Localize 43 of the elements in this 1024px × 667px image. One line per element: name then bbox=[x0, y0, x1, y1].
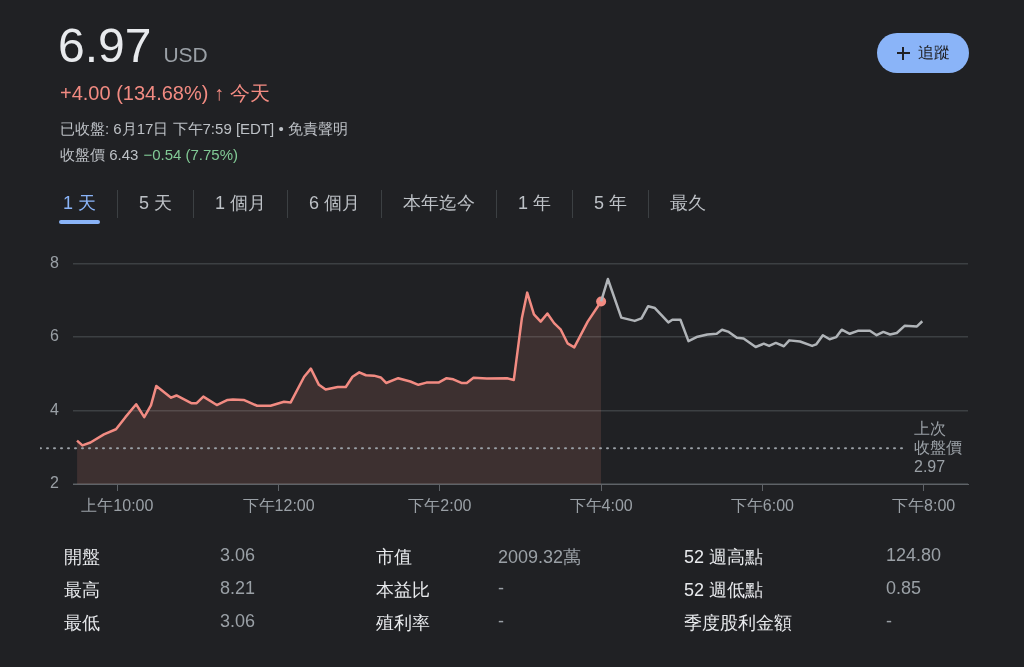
text: 市值 bbox=[376, 546, 412, 569]
chart-subtitle: +4.00 (134.68%) ↑ 今天 bbox=[60, 81, 270, 106]
y-tick-label: 8 bbox=[50, 254, 60, 272]
y-tick-label: 2 bbox=[50, 474, 60, 492]
text: 季度股利金額 bbox=[684, 612, 792, 635]
text: −0.54 (7.75%) bbox=[143, 146, 239, 163]
y-tick-label: 4 bbox=[50, 400, 60, 418]
text: 最久 bbox=[648, 190, 728, 218]
x-tick-label: 下午12:00 bbox=[242, 497, 315, 515]
text: 124.80 bbox=[886, 545, 942, 566]
ref-line-label: 上次收盤價2.97 bbox=[914, 419, 962, 475]
text: - bbox=[498, 578, 504, 599]
text: 殖利率 bbox=[376, 612, 430, 635]
text: 6 個月 bbox=[287, 190, 382, 218]
text: 1 個月 bbox=[193, 190, 288, 218]
text: - bbox=[886, 611, 892, 632]
text: 52 週高點 bbox=[684, 546, 764, 569]
text: - bbox=[498, 611, 504, 632]
text: 1 年 bbox=[496, 190, 573, 218]
text: 8.21 bbox=[220, 578, 256, 599]
x-tick-label: 下午6:00 bbox=[730, 497, 795, 515]
text: 5 天 bbox=[117, 190, 194, 218]
text: 1 天 bbox=[62, 192, 97, 215]
text: 0.85 bbox=[886, 578, 922, 599]
text: 最低 bbox=[64, 612, 100, 635]
text: 5 年 bbox=[572, 190, 649, 218]
x-tick-label: 下午8:00 bbox=[892, 497, 956, 515]
text: 本年迄今 bbox=[381, 190, 497, 218]
x-tick-label: 下午2:00 bbox=[408, 497, 472, 515]
text: 追蹤 bbox=[917, 42, 950, 63]
x-tick-label: 上午10:00 bbox=[81, 497, 154, 515]
text: 本益比 bbox=[376, 579, 430, 602]
text: 已收盤: 6月17日 下午7:59 [EDT] • 免責聲明 bbox=[60, 120, 348, 139]
x-tick-label: 下午4:00 bbox=[569, 497, 633, 515]
text: 52 週低點 bbox=[684, 579, 764, 602]
y-tick-label: 6 bbox=[50, 327, 60, 345]
text: 2009.32萬 bbox=[498, 546, 582, 569]
text: 收盤價 6.43 bbox=[60, 146, 139, 163]
text: 3.06 bbox=[220, 545, 256, 566]
text: 3.06 bbox=[220, 611, 256, 632]
text: 最高 bbox=[64, 579, 100, 602]
text: 開盤 bbox=[64, 546, 100, 569]
chart-title: 6.97 USD bbox=[58, 19, 208, 72]
